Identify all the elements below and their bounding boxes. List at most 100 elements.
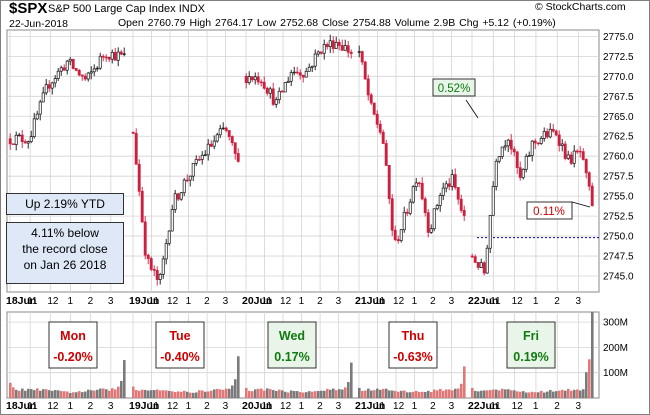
candle-down	[280, 90, 284, 93]
volume-bar-down	[394, 390, 397, 398]
volume-bar-down	[278, 389, 281, 398]
volume-bar-down	[159, 390, 162, 398]
candle-up	[215, 134, 219, 142]
volume-bar-down	[135, 390, 138, 398]
volume-bar-down	[567, 388, 570, 398]
price-tick-label: 2765.0	[603, 112, 634, 123]
volume-bar-down	[451, 390, 454, 398]
candle-down	[80, 74, 84, 77]
chg-value: +5.12 (+0.19%)	[482, 17, 556, 29]
volume-bar-up	[513, 390, 516, 398]
close-value: 2754.88	[352, 17, 391, 29]
volume-bar-up	[266, 388, 269, 398]
candle-down	[337, 42, 341, 46]
volume-bar-down	[457, 388, 460, 398]
volume-bar-up	[385, 388, 388, 398]
candle-up	[161, 258, 165, 275]
volume-bar-up	[406, 392, 409, 398]
candle-down	[236, 153, 240, 162]
volume-bar-up	[555, 391, 558, 398]
volume-bar-down	[189, 392, 192, 398]
candle-up	[268, 88, 272, 94]
volume-bar-up	[320, 390, 323, 398]
volume-bar-up	[308, 391, 311, 398]
candle-up	[110, 52, 114, 60]
candle-up	[438, 195, 442, 206]
volume-x-label: 22Jun	[468, 400, 498, 412]
candle-up	[530, 140, 534, 156]
volume-bar-up	[347, 382, 350, 398]
volume-bar-up	[120, 380, 123, 398]
candle-up	[200, 154, 204, 160]
volume-bar-up	[234, 379, 237, 398]
volume-bar-down	[12, 387, 15, 398]
volume-bar-up	[237, 356, 240, 398]
volume-bar-up	[317, 390, 320, 398]
day-change-value: -0.63%	[393, 350, 433, 364]
price-tick-label: 2767.5	[603, 92, 634, 103]
volume-bar-up	[305, 392, 308, 398]
volume-bar-down	[445, 389, 448, 398]
volume-bar-down	[382, 388, 385, 398]
volume-bar-down	[177, 391, 180, 398]
candle-down	[113, 52, 117, 61]
candle-down	[62, 67, 66, 71]
volume-bar-up	[48, 390, 51, 398]
volume-bar-down	[260, 388, 263, 398]
volume-bar-down	[299, 392, 302, 398]
volume-bar-up	[376, 388, 379, 398]
candle-down	[137, 163, 141, 192]
candle-down	[512, 148, 516, 153]
volume-x-label: 2	[88, 401, 94, 412]
volume-bar-down	[531, 391, 534, 398]
volume-bar-down	[561, 389, 564, 398]
volume-bar-down	[516, 391, 519, 398]
volume-bar-down	[415, 390, 418, 398]
volume-bar-up	[84, 391, 87, 398]
day-change-value: -0.40%	[160, 350, 200, 364]
candle-down	[387, 165, 391, 200]
volume-bar-up	[69, 393, 72, 398]
candle-down	[346, 45, 350, 53]
candle-down	[545, 131, 549, 138]
candle-up	[53, 78, 57, 84]
candle-down	[426, 212, 430, 233]
volume-bar-up	[579, 390, 582, 398]
price-x-label: 12	[512, 296, 524, 307]
candle-up	[488, 215, 492, 249]
volume-bar-up	[391, 390, 394, 398]
candle-up	[304, 70, 308, 78]
candle-down	[393, 229, 397, 240]
volume-bar-down	[132, 386, 135, 398]
candle-down	[518, 167, 522, 178]
pct-low-callout-box	[526, 201, 573, 220]
volume-x-label: 11	[149, 401, 160, 412]
volume-bar-down	[430, 392, 433, 398]
candle-down	[533, 140, 537, 144]
volume-bar-up	[228, 388, 231, 398]
price-tick-label: 2755.0	[603, 192, 634, 203]
candle-down	[366, 78, 370, 96]
volume-bar-up	[33, 390, 36, 398]
candle-down	[575, 150, 579, 153]
volume-bar-down	[269, 389, 272, 398]
candle-up	[357, 51, 361, 53]
candle-down	[101, 55, 105, 58]
candle-up	[89, 71, 93, 74]
candle-up	[497, 156, 501, 162]
candle-down	[143, 221, 147, 256]
candle-down	[447, 183, 451, 187]
candle-up	[539, 137, 543, 144]
candle-down	[482, 262, 486, 274]
volume-bar-up	[329, 389, 332, 398]
credit[interactable]: © StockCharts.com	[535, 1, 626, 13]
candle-up	[441, 187, 445, 196]
volume-bar-down	[225, 388, 228, 398]
volume-bar-up	[546, 391, 549, 398]
candle-up	[402, 211, 406, 231]
candle-down	[149, 258, 153, 270]
volume-bar-down	[373, 390, 376, 398]
volume-bar-down	[18, 390, 21, 398]
candle-down	[131, 131, 135, 134]
volume-bar-down	[335, 390, 338, 398]
